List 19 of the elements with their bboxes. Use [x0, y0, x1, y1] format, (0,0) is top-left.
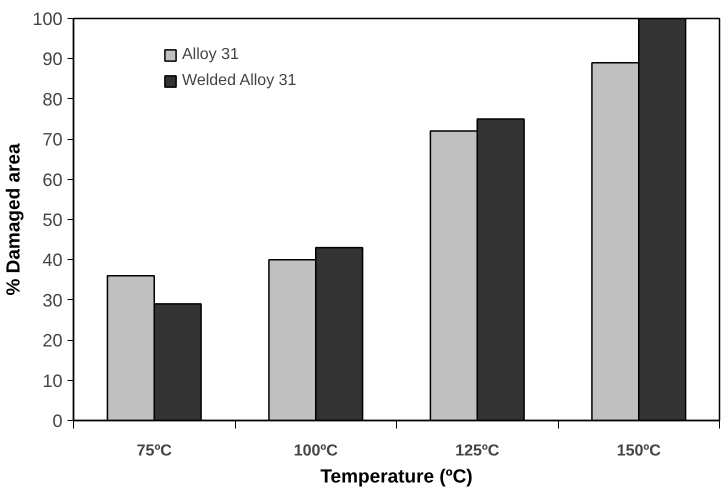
y-axis-title: % Damaged area [3, 143, 24, 296]
y-tick-label: 10 [42, 370, 63, 391]
x-tick-label: 150ºC [616, 442, 662, 460]
x-axis-title: Temperature (ºC) [320, 466, 473, 488]
y-tick-label: 60 [42, 170, 63, 190]
y-tick-label: 70 [42, 130, 63, 150]
legend-label: Alloy 31 [182, 46, 239, 64]
legend-label: Welded Alloy 31 [182, 72, 296, 90]
y-tick-label: 30 [42, 290, 63, 310]
y-tick-label: 50 [42, 210, 63, 230]
x-tick-label: 75ºC [136, 442, 172, 460]
y-tick-label: 40 [42, 250, 63, 270]
y-tick-label: 80 [42, 89, 63, 110]
x-tick-label: 100ºC [294, 442, 338, 460]
x-tick-label: 125ºC [455, 442, 500, 460]
y-tick-label: 0 [52, 411, 63, 431]
y-tick-label: 100 [32, 9, 63, 29]
y-tick-label: 90 [42, 49, 63, 70]
y-tick-label: 20 [42, 330, 63, 351]
